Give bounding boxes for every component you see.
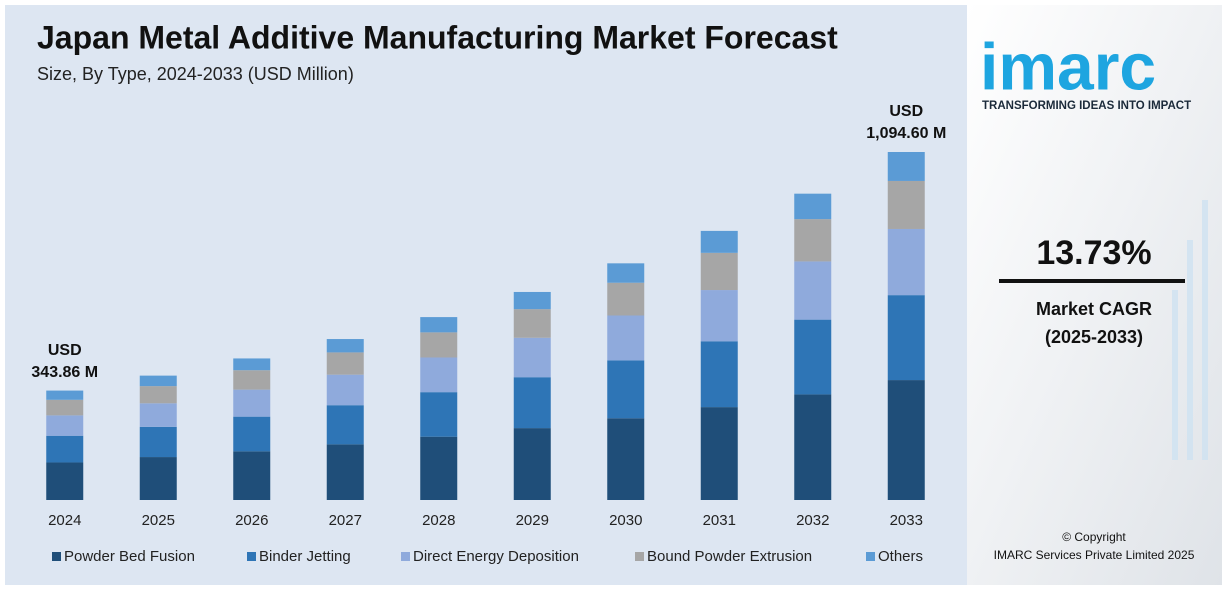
bar-segment (139, 426, 177, 458)
x-tick-label: 2028 (422, 512, 455, 529)
legend-swatch (866, 552, 875, 561)
bar-segment (700, 407, 738, 500)
tagline: TRANSFORMING IDEAS INTO IMPACT (982, 100, 1191, 112)
bar-segment (46, 415, 84, 436)
sidebar-panel (967, 5, 1222, 585)
bar-segment (607, 315, 645, 361)
bar-segment (420, 332, 458, 358)
bar-segment (326, 374, 364, 406)
bar-segment (607, 282, 645, 316)
bar-segment (700, 341, 738, 408)
bar-segment (887, 295, 925, 381)
x-tick-label: 2030 (609, 512, 642, 529)
bar-segment (233, 389, 271, 417)
cagr-value: 13.73% (1036, 234, 1151, 272)
legend-label: Powder Bed Fusion (64, 548, 195, 565)
bar-segment (513, 337, 551, 378)
bar-segment (887, 380, 925, 500)
bar-segment (46, 399, 84, 416)
bar-segment (794, 394, 832, 500)
legend-swatch (247, 552, 256, 561)
bar-segment (700, 230, 738, 253)
x-tick-label: 2026 (235, 512, 268, 529)
bar-segment (513, 377, 551, 429)
total-label: 343.86 M (31, 364, 98, 381)
bar-segment (513, 291, 551, 310)
legend-label: Binder Jetting (259, 548, 351, 565)
bar-segment (420, 436, 458, 500)
x-tick-label: 2025 (142, 512, 175, 529)
total-label: USD (48, 342, 82, 359)
sidebar-decoration (1172, 200, 1208, 460)
bar-segment (46, 435, 84, 463)
cagr-label: Market CAGR (1036, 299, 1152, 319)
bar-segment (607, 263, 645, 283)
logo: imarc (980, 29, 1156, 103)
bar-segment (139, 375, 177, 387)
bar-segment (233, 451, 271, 500)
cagr-period: (2025-2033) (1045, 327, 1143, 347)
bar-segment (700, 252, 738, 291)
bar-segment (887, 180, 925, 229)
bar-segment (46, 462, 84, 500)
bar-segment (794, 319, 832, 395)
bar-segment (326, 444, 364, 500)
bar-segment (420, 357, 458, 393)
bar-segment (607, 418, 645, 500)
x-tick-label: 2033 (890, 512, 923, 529)
legend-label: Others (878, 548, 923, 565)
legend-label: Bound Powder Extrusion (647, 548, 812, 565)
bar-segment (513, 309, 551, 338)
bar-segment (326, 352, 364, 375)
bar-segment (607, 360, 645, 419)
bar-segment (233, 358, 271, 371)
legend-swatch (52, 552, 61, 561)
chart-title: Japan Metal Additive Manufacturing Marke… (37, 19, 838, 55)
x-tick-label: 2027 (329, 512, 362, 529)
legend-label: Direct Energy Deposition (413, 548, 579, 565)
bar-segment (794, 219, 832, 262)
x-tick-label: 2032 (796, 512, 829, 529)
bar-segment (139, 457, 177, 500)
bar-segment (139, 386, 177, 404)
bar-segment (794, 193, 832, 220)
bar-segment (139, 403, 177, 427)
bar-segment (513, 428, 551, 500)
legend-swatch (635, 552, 644, 561)
x-tick-label: 2029 (516, 512, 549, 529)
bar-segment (326, 339, 364, 353)
bar-segment (794, 261, 832, 320)
bar-segment (887, 228, 925, 296)
x-tick-label: 2031 (703, 512, 736, 529)
company: IMARC Services Private Limited 2025 (994, 548, 1195, 562)
chart-subtitle: Size, By Type, 2024-2033 (USD Million) (37, 64, 354, 84)
bar-segment (887, 152, 925, 181)
total-label: 1,094.60 M (866, 125, 946, 142)
bar-segment (420, 317, 458, 333)
bar-segment (46, 390, 84, 400)
copyright: © Copyright (1062, 530, 1126, 544)
x-tick-label: 2024 (48, 512, 81, 529)
bar-segment (233, 416, 271, 452)
legend-swatch (401, 552, 410, 561)
bar-segment (420, 392, 458, 437)
total-label: USD (889, 103, 923, 120)
bar-segment (233, 370, 271, 390)
bar-segment (700, 290, 738, 342)
bar-segment (326, 405, 364, 445)
